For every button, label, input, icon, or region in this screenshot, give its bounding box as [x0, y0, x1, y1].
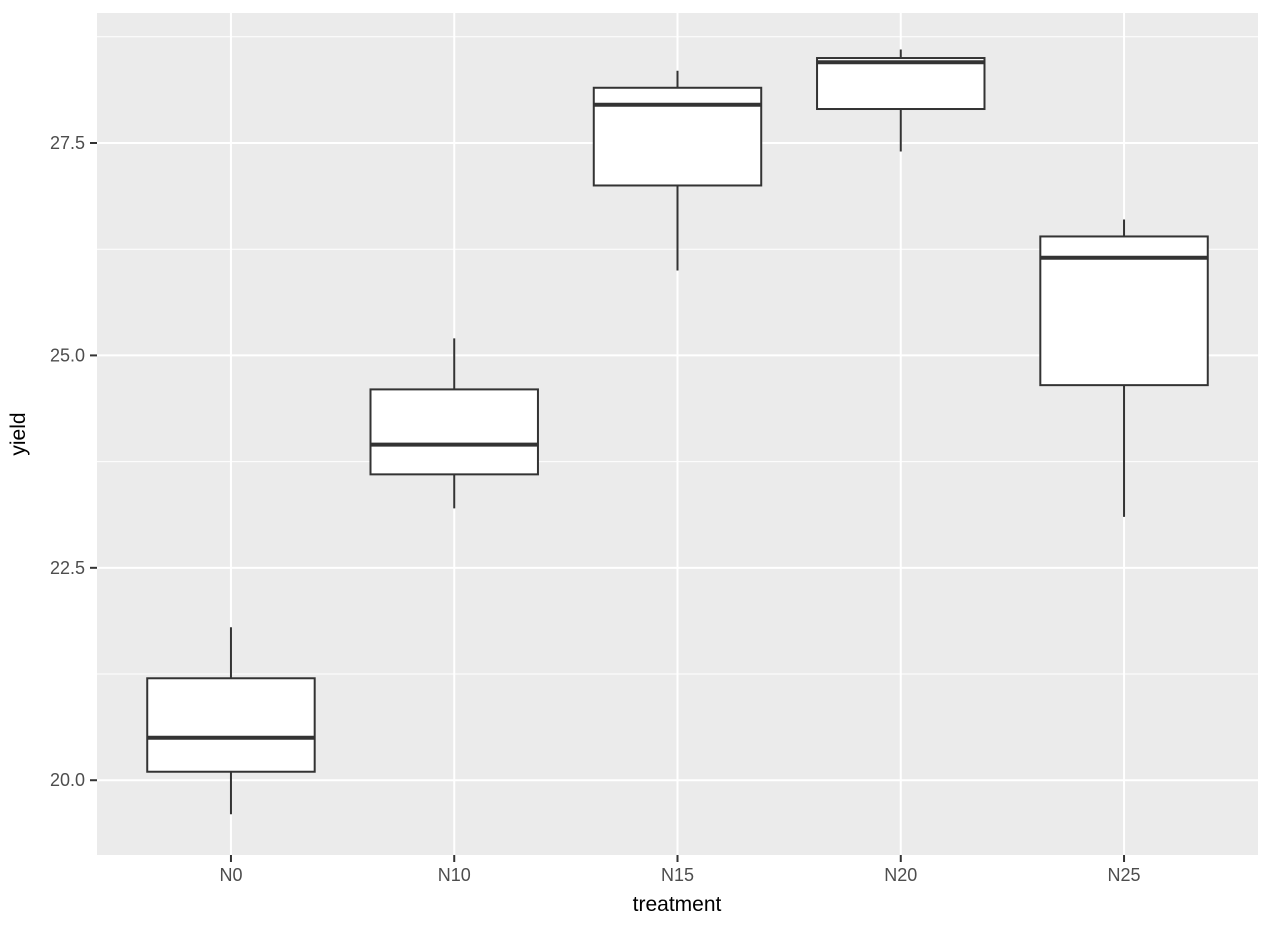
- boxplot-box-N20: [816, 57, 986, 111]
- x-tick-label: N0: [219, 865, 242, 885]
- y-tick-label: 25.0: [50, 345, 85, 365]
- boxplot-box-N15: [592, 86, 763, 187]
- y-tick-label: 22.5: [50, 558, 85, 578]
- y-tick-label: 27.5: [50, 133, 85, 153]
- x-axis-title: treatment: [632, 893, 722, 916]
- x-tick-label: N25: [1108, 865, 1141, 885]
- x-tick-label: N15: [661, 865, 694, 885]
- x-tick-label: N10: [438, 865, 471, 885]
- y-axis-title: yield: [7, 412, 30, 456]
- boxplot-box-N25: [1039, 235, 1209, 387]
- y-tick-label: 20.0: [50, 770, 85, 790]
- x-tick-label: N20: [884, 865, 917, 885]
- boxplot-box-N0: [146, 677, 316, 773]
- boxplot-box-N10: [369, 388, 539, 476]
